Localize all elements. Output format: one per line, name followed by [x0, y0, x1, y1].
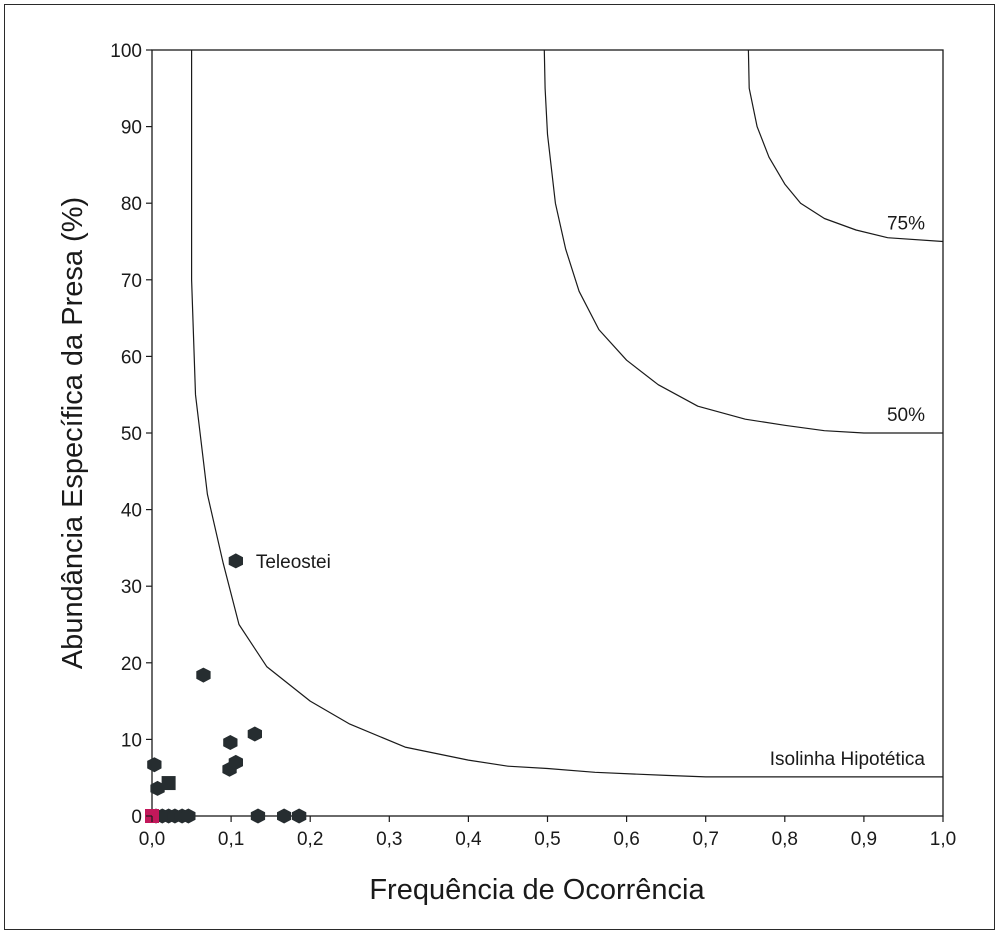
y-tick-label: 30 [121, 577, 142, 598]
point-label: Teleostei [256, 552, 331, 573]
isoline-label: 50% [887, 405, 925, 426]
x-axis-ticks: 0,0 0,1 0,2 0,3 0,4 0,5 0,6 0,7 0,8 0,9 1,0 [139, 816, 956, 850]
data-point [250, 808, 266, 824]
data-point [181, 808, 196, 824]
plot-area [151, 49, 944, 817]
y-tick-label: 0 [131, 807, 142, 828]
plot-border [151, 49, 944, 817]
isoline [543, 49, 943, 434]
y-tick-label: 90 [121, 118, 142, 139]
y-tick-label: 70 [121, 271, 142, 292]
y-tick-label: 100 [110, 41, 142, 62]
isoline [747, 49, 944, 243]
data-points [145, 553, 307, 824]
x-axis-title: Frequência de Ocorrência [369, 874, 705, 906]
x-tick-label: 0,6 [613, 829, 639, 850]
data-point-square [161, 776, 176, 791]
y-tick-label: 20 [121, 654, 142, 675]
figure-frame [4, 4, 995, 930]
y-axis-title: Abundância Específica da Presa (%) [57, 197, 89, 669]
data-point [147, 757, 162, 773]
data-point [277, 808, 292, 824]
y-tick-label: 60 [121, 347, 142, 368]
data-point [223, 735, 238, 750]
y-tick-label: 50 [121, 424, 142, 445]
isoline-label: 75% [887, 214, 925, 235]
isolines [191, 49, 944, 778]
data-point [196, 667, 211, 683]
x-tick-label: 0,0 [139, 829, 165, 850]
x-tick-label: 0,3 [376, 829, 402, 850]
x-tick-label: 0,8 [772, 829, 798, 850]
y-tick-label: 80 [121, 194, 142, 215]
y-tick-label: 40 [121, 501, 142, 522]
x-tick-label: 1,0 [930, 829, 956, 850]
x-tick-label: 0,4 [455, 829, 482, 850]
annotations: Isolinha Hipotética 50% 75% Teleostei [256, 214, 926, 770]
data-point [228, 754, 243, 770]
data-point [247, 726, 262, 742]
x-tick-label: 0,7 [692, 829, 718, 850]
data-point [150, 780, 165, 796]
data-point [292, 808, 307, 824]
x-tick-label: 0,5 [534, 829, 560, 850]
x-tick-label: 0,2 [297, 829, 323, 850]
x-tick-label: 0,9 [851, 829, 877, 850]
x-tick-label: 0,1 [218, 829, 244, 850]
data-point [228, 553, 243, 569]
isoline [191, 50, 943, 778]
isoline-label: Isolinha Hipotética [770, 749, 926, 770]
y-axis-ticks: 0 10 20 30 40 50 60 70 80 90 100 [110, 41, 152, 828]
y-tick-label: 10 [121, 730, 142, 751]
